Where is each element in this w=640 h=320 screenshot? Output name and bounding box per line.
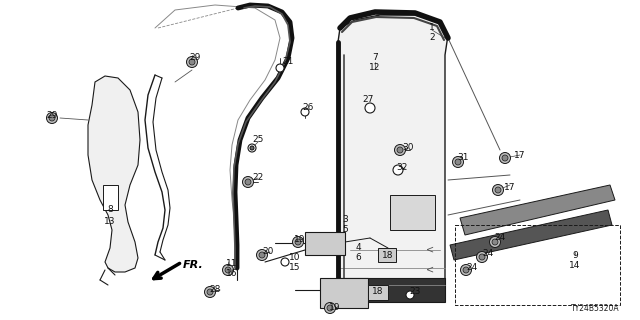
Circle shape	[248, 144, 256, 152]
Text: 7: 7	[372, 53, 378, 62]
Text: 22: 22	[252, 173, 264, 182]
Text: 4: 4	[355, 244, 361, 252]
Text: 8: 8	[107, 205, 113, 214]
Bar	[378, 248, 396, 262]
Circle shape	[186, 57, 198, 68]
Text: 11: 11	[227, 259, 237, 268]
Circle shape	[259, 252, 265, 258]
Circle shape	[189, 59, 195, 65]
Bar	[368, 285, 388, 300]
Text: 32: 32	[396, 164, 408, 172]
Text: 15: 15	[289, 263, 301, 273]
Text: 3: 3	[342, 215, 348, 225]
Polygon shape	[88, 76, 140, 272]
Circle shape	[292, 236, 303, 247]
Polygon shape	[320, 278, 368, 308]
Text: 19: 19	[294, 236, 306, 244]
Circle shape	[327, 305, 333, 311]
Text: 14: 14	[570, 260, 580, 269]
Text: 2: 2	[429, 34, 435, 43]
Circle shape	[394, 145, 406, 156]
Circle shape	[225, 267, 231, 273]
Circle shape	[393, 165, 403, 175]
Polygon shape	[338, 278, 445, 302]
Circle shape	[250, 146, 254, 150]
Text: 13: 13	[104, 218, 116, 227]
Circle shape	[324, 302, 335, 314]
Text: 10: 10	[289, 253, 301, 262]
Circle shape	[245, 179, 251, 185]
Text: 21: 21	[282, 58, 294, 67]
Circle shape	[49, 115, 55, 121]
Text: 25: 25	[252, 135, 264, 145]
Text: 24: 24	[467, 263, 477, 273]
Text: FR.: FR.	[183, 260, 204, 270]
Text: 24: 24	[483, 249, 493, 258]
Circle shape	[479, 254, 485, 260]
Circle shape	[281, 258, 289, 266]
Circle shape	[406, 291, 414, 299]
Text: 19: 19	[329, 302, 340, 311]
Polygon shape	[460, 185, 615, 235]
Circle shape	[477, 252, 488, 262]
Circle shape	[47, 113, 58, 124]
Circle shape	[493, 185, 504, 196]
Circle shape	[397, 147, 403, 153]
Circle shape	[499, 153, 511, 164]
Polygon shape	[450, 210, 612, 260]
Text: 30: 30	[403, 143, 413, 153]
Text: 26: 26	[302, 103, 314, 113]
Text: 31: 31	[457, 154, 468, 163]
Text: 12: 12	[369, 63, 381, 73]
Circle shape	[452, 156, 463, 167]
Circle shape	[495, 187, 501, 193]
Circle shape	[276, 64, 284, 72]
Polygon shape	[390, 195, 435, 230]
Circle shape	[455, 159, 461, 165]
Circle shape	[492, 239, 498, 245]
Text: 18: 18	[382, 251, 394, 260]
Polygon shape	[103, 185, 118, 210]
Text: <: <	[426, 245, 434, 255]
Polygon shape	[338, 15, 448, 302]
Text: 24: 24	[494, 234, 506, 243]
Text: 5: 5	[342, 226, 348, 235]
Text: 17: 17	[515, 150, 525, 159]
Text: 18: 18	[372, 287, 384, 297]
Circle shape	[461, 265, 472, 276]
Text: 1: 1	[429, 23, 435, 33]
Circle shape	[257, 250, 268, 260]
Circle shape	[463, 267, 469, 273]
Circle shape	[490, 236, 500, 247]
Text: <: <	[426, 265, 434, 275]
Text: 9: 9	[572, 251, 578, 260]
Circle shape	[502, 155, 508, 161]
Circle shape	[223, 265, 234, 276]
Circle shape	[205, 286, 216, 298]
Circle shape	[207, 289, 213, 295]
Text: 29: 29	[189, 53, 201, 62]
Text: 20: 20	[262, 247, 274, 257]
Text: 6: 6	[355, 253, 361, 262]
Text: 28: 28	[209, 285, 221, 294]
Text: 17: 17	[504, 183, 516, 193]
Bar	[455, 225, 620, 305]
Text: TY24B5320A: TY24B5320A	[572, 304, 620, 313]
Circle shape	[295, 239, 301, 245]
Circle shape	[243, 177, 253, 188]
Text: 16: 16	[227, 268, 237, 277]
Polygon shape	[305, 232, 345, 255]
Text: 23: 23	[410, 287, 420, 297]
Text: 27: 27	[362, 95, 374, 105]
Circle shape	[365, 103, 375, 113]
Circle shape	[301, 108, 309, 116]
Text: 29: 29	[46, 110, 58, 119]
